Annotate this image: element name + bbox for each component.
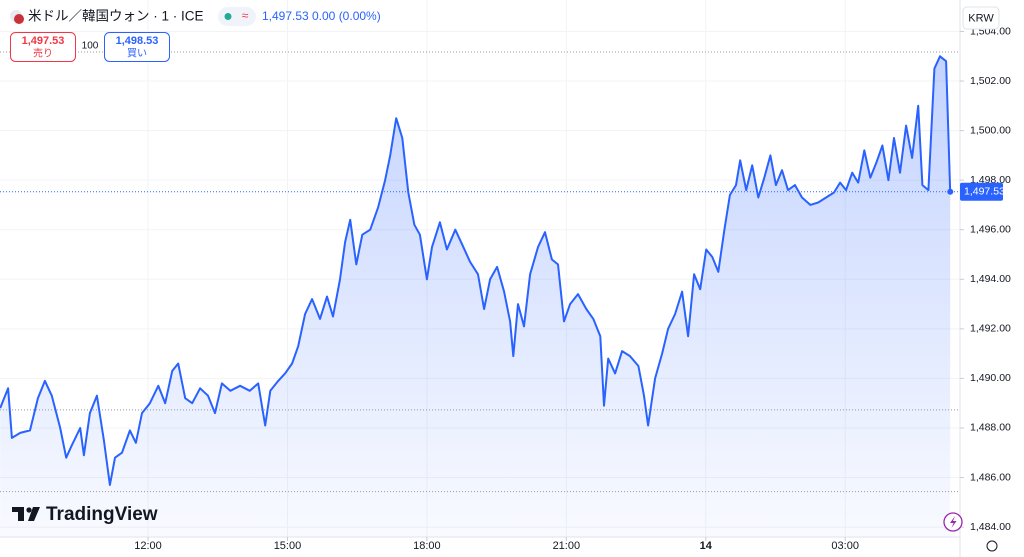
axes: 1,484.00 1,486.00 1,488.00 1,490.00 1,492.00…	[134, 25, 1011, 552]
header-change: 0.00 (0.00%)	[312, 9, 381, 23]
logo-mark	[26, 507, 32, 513]
last-price-label: 1,497.53	[964, 186, 1005, 198]
symbol[interactable]: 米ドル／韓国ウォン · 1 · ICE	[28, 9, 204, 24]
currency-box[interactable]	[962, 6, 1000, 30]
sell-label: 売り	[33, 47, 53, 60]
y-tick-label: 1,484.00	[970, 521, 1011, 533]
y-tick-label: 1,504.00	[970, 25, 1011, 37]
x-tick-label: 15:00	[274, 540, 302, 552]
market-open-dot	[224, 13, 232, 20]
x-tick-label: 12:00	[134, 540, 162, 552]
x-tick-label: 21:00	[553, 540, 581, 552]
logo-text: TradingView	[46, 504, 158, 525]
y-tick-label: 1,500.00	[970, 124, 1011, 136]
y-tick-label: 1,502.00	[970, 75, 1011, 87]
sell-price: 1,497.53	[22, 35, 65, 47]
last-price-box	[960, 182, 1003, 201]
logo-mark	[28, 507, 40, 521]
plot-area	[0, 0, 960, 538]
quantity: 100	[82, 41, 99, 52]
header-price: 1,497.53	[262, 9, 309, 23]
logo-mark	[12, 507, 24, 521]
y-tick-label: 1,486.00	[970, 471, 1011, 483]
delay-icon: ≈	[242, 9, 249, 23]
area	[0, 56, 951, 538]
price-line	[0, 55, 952, 486]
currency: KRW	[968, 12, 994, 24]
y-tick-label: 1,488.00	[970, 422, 1011, 434]
last-point	[947, 188, 954, 195]
logo: TradingView	[12, 504, 158, 525]
settings-button[interactable]	[986, 540, 998, 552]
y-tick-label: 1,494.00	[970, 273, 1011, 285]
alert-icon	[950, 516, 957, 528]
sell-button[interactable]	[10, 32, 76, 62]
flag-icon	[14, 14, 24, 24]
y-tick-label: 1,496.00	[970, 223, 1011, 235]
x-tick-label: 14	[700, 540, 713, 552]
x-tick-label: 03:00	[831, 540, 859, 552]
y-tick-label: 1,490.00	[970, 372, 1011, 384]
buy-label: 買い	[127, 48, 147, 60]
x-tick-label: 18:00	[413, 540, 441, 552]
buy-button[interactable]	[104, 32, 170, 62]
buy-price: 1,498.53	[116, 35, 159, 47]
status-pill	[218, 7, 256, 26]
y-tick-label: 1,492.00	[970, 323, 1011, 335]
